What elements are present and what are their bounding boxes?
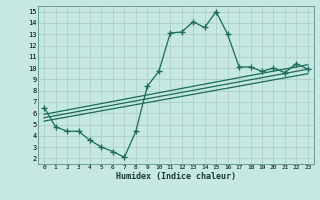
X-axis label: Humidex (Indice chaleur): Humidex (Indice chaleur) [116, 172, 236, 181]
